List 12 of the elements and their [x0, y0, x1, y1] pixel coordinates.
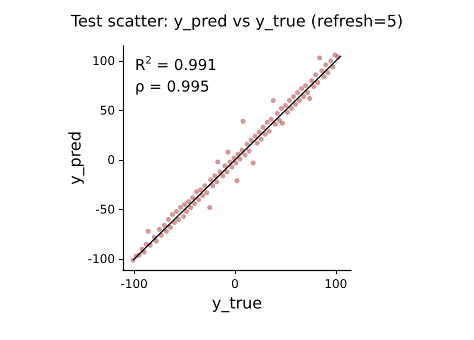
y-tick-label: 0 — [107, 152, 115, 167]
y-tick-label: -50 — [95, 202, 115, 217]
x-tick-label: 100 — [324, 277, 348, 291]
annotation: ρ = 0.995 — [135, 78, 210, 96]
y-tick-label: -100 — [88, 252, 115, 266]
y-tick-label: 100 — [92, 54, 115, 68]
x-tick-label: 0 — [231, 277, 239, 291]
x-axis-title: y_true — [212, 293, 262, 312]
y-tick-label: 50 — [100, 103, 115, 118]
x-tick-label: -100 — [120, 277, 148, 291]
chart-title: Test scatter: y_pred vs y_true (refresh=5) — [70, 12, 404, 30]
y-axis-title: y_pred — [66, 131, 84, 185]
